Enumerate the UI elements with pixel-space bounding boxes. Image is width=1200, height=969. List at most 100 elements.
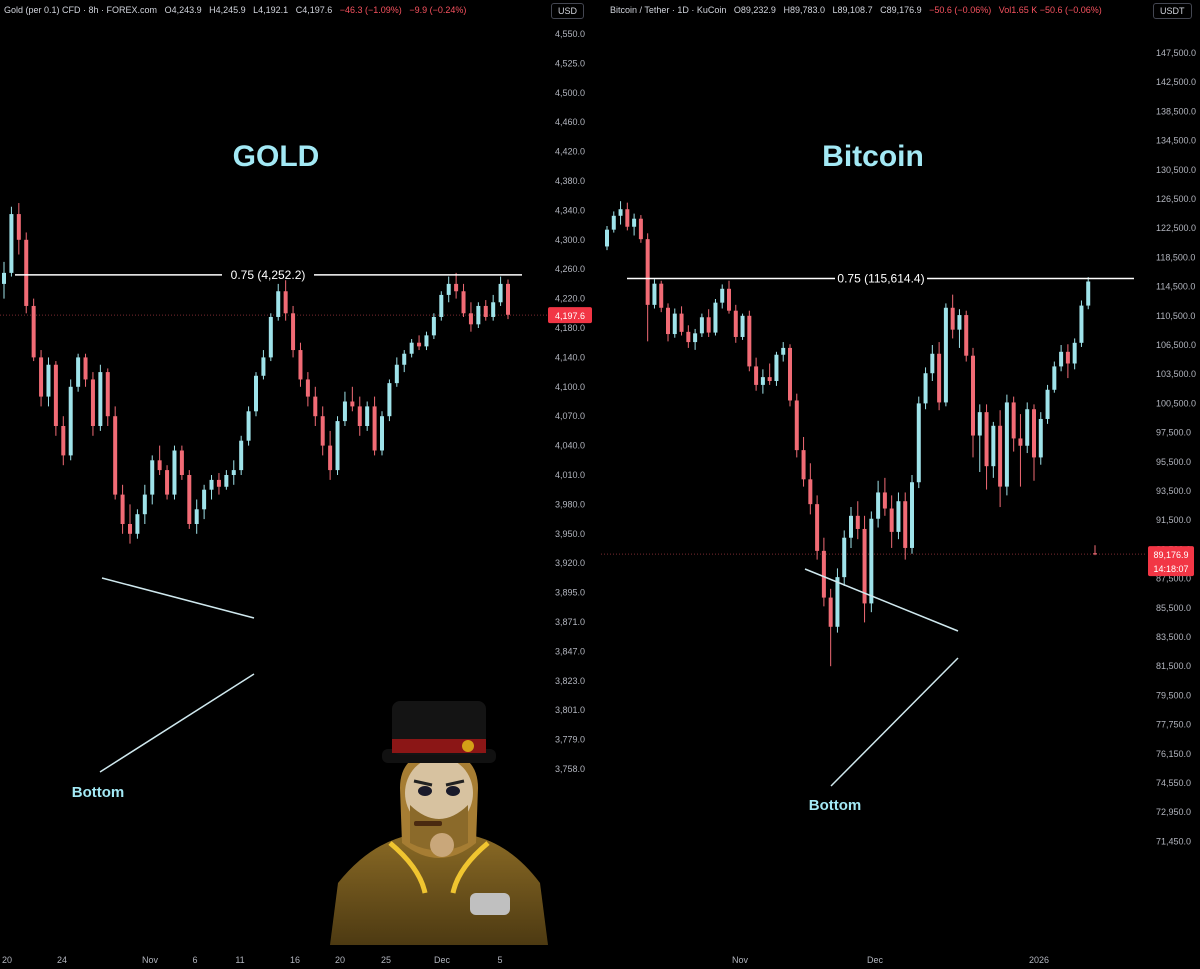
trendline bbox=[99, 673, 255, 773]
candle-body bbox=[187, 475, 192, 524]
gold-chart-canvas[interactable]: 4,550.0 4,525.0 4,500.0 4,460.0 4,420.0 4,380… bbox=[0, 0, 601, 969]
candle-body bbox=[788, 347, 792, 401]
candle-body bbox=[357, 406, 362, 426]
candle-body bbox=[1004, 402, 1009, 487]
y-tick-label: 85,500.0 bbox=[1156, 603, 1191, 613]
y-tick-label: 4,500.0 bbox=[555, 88, 585, 98]
y-tick-label: 97,500.0 bbox=[1156, 428, 1191, 438]
bar-countdown: 14:18:07 bbox=[1153, 564, 1188, 574]
x-tick-label: 5 bbox=[497, 955, 502, 965]
y-tick-label: 76,150.0 bbox=[1156, 749, 1191, 759]
candle-body bbox=[849, 515, 853, 538]
candle-body bbox=[699, 317, 704, 334]
y-tick-label: 4,340.0 bbox=[555, 205, 585, 215]
y-tick-label: 126,500.0 bbox=[1156, 194, 1196, 204]
fib-level-label: 0.75 (115,614.4) bbox=[837, 271, 924, 285]
candle-body bbox=[254, 375, 258, 412]
y-tick-label: 4,550.0 bbox=[555, 29, 585, 39]
candle-body bbox=[821, 550, 826, 598]
candle-body bbox=[1052, 366, 1057, 390]
candle-body bbox=[276, 291, 281, 317]
y-tick-label: 4,140.0 bbox=[555, 352, 585, 362]
candle-body bbox=[165, 470, 170, 495]
gold-chart-panel: Gold (per 0.1) CFD · 8h · FOREX.com O4,2… bbox=[0, 0, 601, 969]
candle-body bbox=[394, 364, 399, 384]
candle-body bbox=[409, 342, 414, 354]
candle-body bbox=[39, 357, 44, 397]
candle-body bbox=[1038, 418, 1043, 458]
price-tag-label: 4,197.6 bbox=[555, 311, 585, 321]
btc-symbol[interactable]: Bitcoin / Tether · 1D · KuCoin bbox=[610, 5, 727, 15]
candle-body bbox=[298, 350, 303, 380]
candle-body bbox=[611, 215, 616, 230]
candle-body bbox=[476, 305, 481, 325]
btc-high: H89,783.0 bbox=[783, 5, 826, 15]
candle-body bbox=[380, 416, 384, 451]
x-tick-label: 11 bbox=[235, 955, 244, 965]
bottom-label: Bottom bbox=[809, 797, 862, 814]
candle-body bbox=[135, 514, 140, 534]
candle-body bbox=[142, 494, 147, 515]
candle-body bbox=[672, 313, 677, 335]
btc-change: −50.6 (−0.06%) bbox=[929, 5, 992, 15]
candle-body bbox=[328, 445, 333, 471]
gold-symbol[interactable]: Gold (per 0.1) CFD · 8h · FOREX.com bbox=[4, 5, 158, 15]
candle-body bbox=[16, 214, 21, 240]
candle-body bbox=[808, 479, 813, 505]
y-tick-label: 3,801.0 bbox=[555, 705, 585, 715]
candle-body bbox=[774, 354, 779, 382]
candle-body bbox=[693, 333, 698, 343]
candle-body bbox=[157, 460, 162, 471]
y-tick-label: 114,500.0 bbox=[1156, 282, 1195, 292]
candle-body bbox=[747, 315, 752, 367]
candle-body bbox=[862, 528, 867, 604]
candle-body bbox=[491, 302, 496, 317]
candle-body bbox=[916, 403, 921, 483]
candle-body bbox=[794, 400, 799, 451]
candle-body bbox=[1025, 409, 1030, 446]
candle-body bbox=[283, 291, 288, 314]
candle-body bbox=[876, 492, 881, 519]
candle-body bbox=[1072, 342, 1077, 364]
candle-body bbox=[61, 426, 66, 456]
candle-body bbox=[869, 518, 874, 604]
x-tick-label: Dec bbox=[867, 955, 884, 965]
chart-title: GOLD bbox=[233, 140, 320, 173]
x-tick-label: Dec bbox=[434, 955, 451, 965]
x-tick-label: 24 bbox=[57, 955, 67, 965]
btc-chart-canvas[interactable]: 147,500.0 142,500.0 138,500.0 134,500.0 130,… bbox=[601, 0, 1200, 969]
y-tick-label: 4,420.0 bbox=[555, 147, 585, 157]
candle-body bbox=[2, 272, 6, 284]
y-tick-label: 3,758.0 bbox=[555, 764, 585, 774]
y-tick-label: 3,895.0 bbox=[555, 588, 585, 598]
candle-body bbox=[365, 406, 370, 426]
candle-body bbox=[903, 501, 908, 548]
candle-body bbox=[239, 440, 244, 471]
candle-body bbox=[964, 315, 969, 356]
y-tick-label: 79,500.0 bbox=[1156, 690, 1191, 700]
candle-body bbox=[261, 357, 266, 376]
candle-body bbox=[483, 305, 488, 317]
candle-body bbox=[431, 316, 436, 336]
candle-body bbox=[896, 501, 901, 532]
y-tick-label: 4,380.0 bbox=[555, 176, 585, 186]
y-tick-label: 122,500.0 bbox=[1156, 223, 1196, 233]
gold-currency-button[interactable]: USD bbox=[551, 3, 585, 19]
candle-body bbox=[686, 331, 691, 343]
x-tick-label: Nov bbox=[732, 955, 749, 965]
x-tick-label: 20 bbox=[335, 955, 345, 965]
candle-body bbox=[113, 416, 118, 495]
y-tick-label: 91,500.0 bbox=[1156, 515, 1191, 525]
candle-body bbox=[991, 425, 996, 467]
candle-body bbox=[727, 288, 731, 311]
y-tick-label: 4,070.0 bbox=[555, 411, 585, 421]
price-tag-label: 89,176.9 bbox=[1153, 550, 1188, 560]
btc-open: O89,232.9 bbox=[733, 5, 776, 15]
candle-body bbox=[461, 291, 466, 314]
candle-body bbox=[424, 335, 429, 347]
gold-change: −46.3 (−1.09%) bbox=[339, 5, 402, 15]
candle-body bbox=[246, 411, 251, 441]
btc-currency-button[interactable]: USDT bbox=[1153, 3, 1192, 19]
candle-body bbox=[128, 524, 132, 534]
candle-body bbox=[930, 353, 935, 374]
